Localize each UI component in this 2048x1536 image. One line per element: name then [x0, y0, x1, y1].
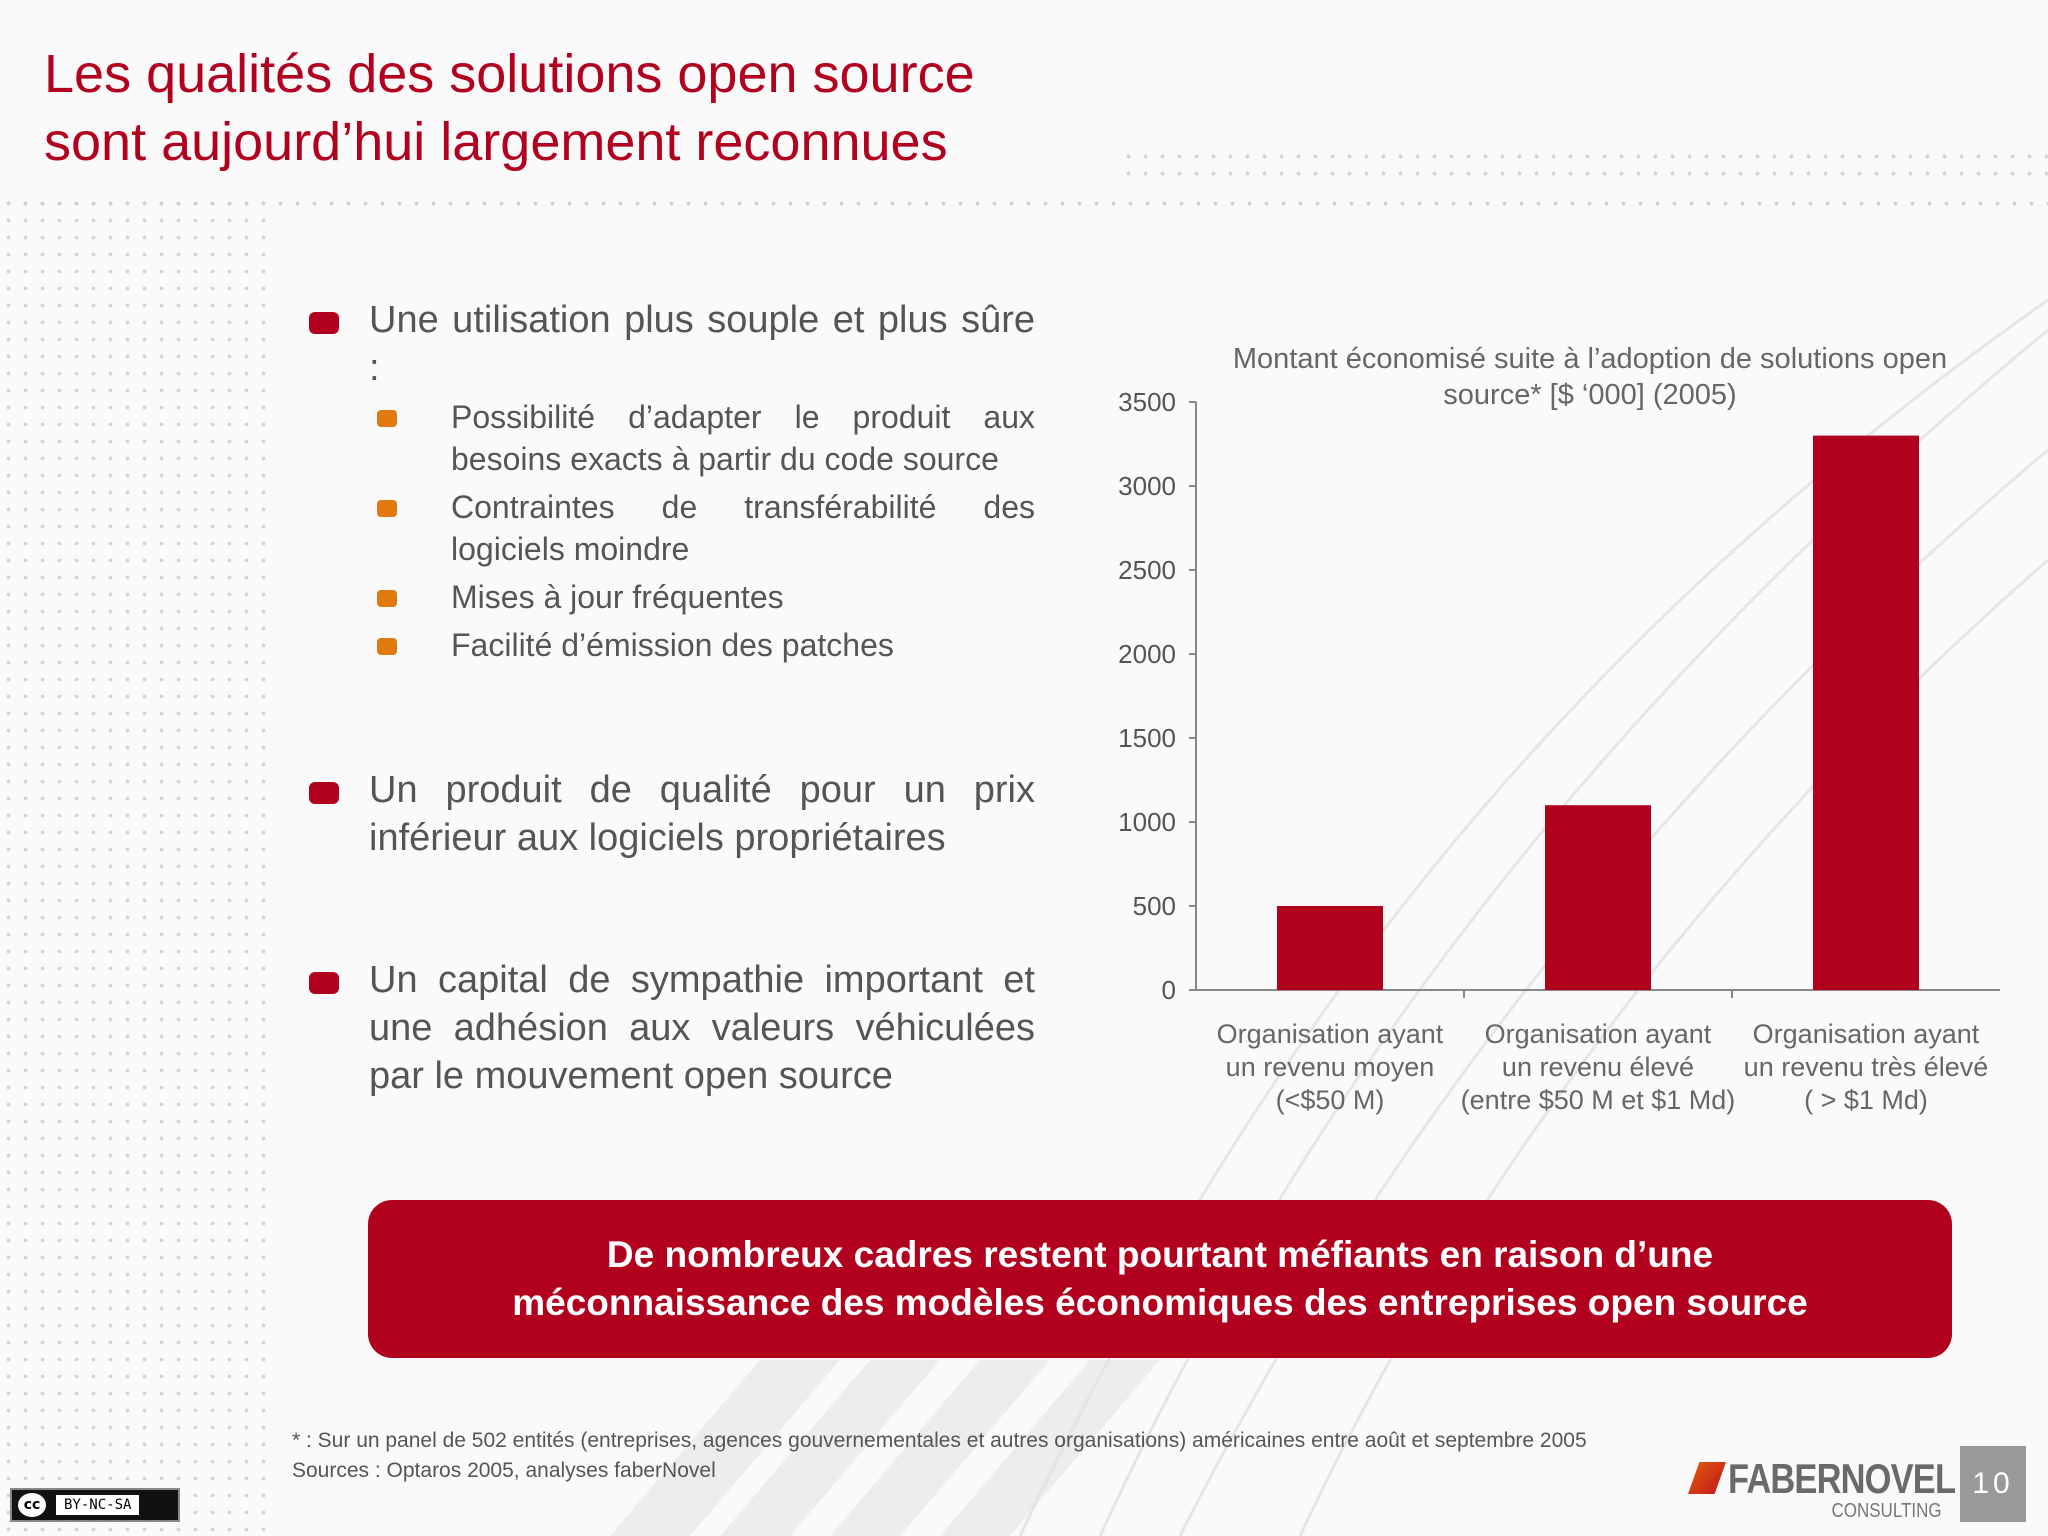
x-category-label: un revenu très élevé [1744, 1052, 1989, 1082]
sub-bullet-marker-icon [377, 410, 397, 427]
y-tick-label: 3500 [1118, 387, 1176, 417]
creative-commons-icon: cc [18, 1493, 46, 1517]
chart-title-line: Montant économisé suite à l’adoption de … [1233, 343, 1947, 375]
callout-line-2: méconnaissance des modèles économiques d… [512, 1282, 1808, 1323]
sub-bullet-marker-icon [377, 638, 397, 655]
bullet-marker-icon [309, 782, 339, 804]
bullet-text: Une utilisation plus souple et plus sûre… [369, 299, 1035, 389]
y-tick-label: 0 [1162, 975, 1176, 1005]
license-badge[interactable]: cc BY-NC-SA [10, 1488, 180, 1522]
license-label: BY-NC-SA [56, 1495, 140, 1515]
callout-box: De nombreux cadres restent pourtant méfi… [368, 1200, 1952, 1358]
logo-mark-icon [1688, 1462, 1726, 1494]
y-tick-label: 3000 [1118, 471, 1176, 501]
slide-title-line-2: sont aujourd’hui largement reconnues [44, 112, 948, 172]
x-category-label: Organisation ayant [1217, 1019, 1444, 1049]
footnote: * : Sur un panel de 502 entités (entrepr… [292, 1426, 1587, 1486]
sub-bullet-item: Facilité d’émission des patches [369, 624, 1035, 666]
chart-title-line: source* [$ ‘000] (2005) [1443, 379, 1736, 411]
sub-bullet-marker-icon [377, 500, 397, 517]
x-category-label: un revenu moyen [1226, 1052, 1435, 1082]
bullet-item-3: Un capital de sympathie important et une… [305, 956, 1035, 1100]
x-category-label: (<$50 M) [1276, 1085, 1385, 1115]
x-category-label: (entre $50 M et $1 Md) [1461, 1085, 1736, 1115]
background-dots-top [0, 195, 2048, 215]
sub-bullet-text: Possibilité d’adapter le produit aux bes… [451, 399, 1035, 477]
sub-bullet-item: Possibilité d’adapter le produit aux bes… [369, 396, 1035, 480]
logo-wordmark: FABERNOVEL [1728, 1455, 1956, 1502]
bullet-item-2: Un produit de qualité pour un prix infér… [305, 766, 1035, 862]
sub-bullet-marker-icon [377, 590, 397, 607]
sub-bullet-text: Contraintes de transférabilité des logic… [451, 489, 1035, 567]
y-tick-label: 1500 [1118, 723, 1176, 753]
footnote-note: * : Sur un panel de 502 entités (entrepr… [292, 1429, 1587, 1452]
sub-bullet-item: Mises à jour fréquentes [369, 576, 1035, 618]
fabernovel-logo: FABERNOVEL CONSULTING [1688, 1456, 1956, 1522]
bar [1277, 906, 1383, 990]
y-tick-label: 2000 [1118, 639, 1176, 669]
sub-bullet-item: Contraintes de transférabilité des logic… [369, 486, 1035, 570]
slide-title: Les qualités des solutions open source s… [44, 40, 1144, 176]
page-number: 10 [1960, 1446, 2026, 1522]
callout-line-1: De nombreux cadres restent pourtant méfi… [606, 1234, 1714, 1275]
savings-bar-chart: Montant économisé suite à l’adoption de … [1118, 343, 2000, 1115]
bullet-text: Un produit de qualité pour un prix infér… [369, 769, 1035, 859]
y-tick-label: 1000 [1118, 807, 1176, 837]
x-category-label: ( > $1 Md) [1804, 1085, 1928, 1115]
callout-text: De nombreux cadres restent pourtant méfi… [512, 1231, 1808, 1327]
bullet-item-1: Une utilisation plus souple et plus sûre… [305, 296, 1035, 672]
bullet-marker-icon [309, 312, 339, 334]
bar [1813, 435, 1919, 991]
sub-bullet-text: Mises à jour fréquentes [451, 579, 784, 615]
bullet-text: Un capital de sympathie important et une… [369, 959, 1035, 1097]
y-tick-label: 500 [1133, 891, 1176, 921]
background-dots-header [1120, 148, 2048, 188]
x-category-label: Organisation ayant [1485, 1019, 1712, 1049]
background-dots-left [0, 195, 270, 1535]
footnote-sources: Sources : Optaros 2005, analyses faberNo… [292, 1459, 716, 1482]
x-category-label: Organisation ayant [1753, 1019, 1980, 1049]
y-tick-label: 2500 [1118, 555, 1176, 585]
slide-title-line-1: Les qualités des solutions open source [44, 44, 975, 104]
sub-bullet-text: Facilité d’émission des patches [451, 627, 894, 663]
sub-bullet-list: Possibilité d’adapter le produit aux bes… [369, 396, 1035, 666]
x-category-label: un revenu élevé [1502, 1052, 1694, 1082]
logo-subtitle: CONSULTING [1831, 1500, 1942, 1522]
bar [1545, 805, 1651, 990]
bullet-marker-icon [309, 972, 339, 994]
